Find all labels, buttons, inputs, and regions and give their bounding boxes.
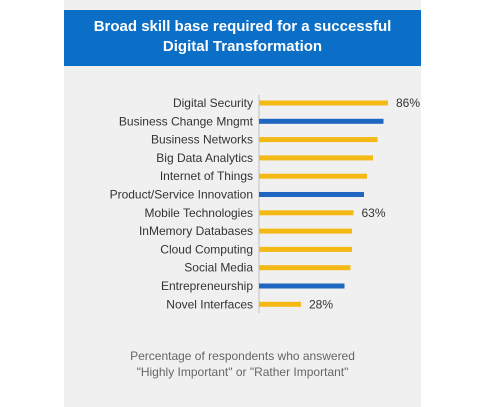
category-label: Business Change Mngmt [119, 114, 254, 128]
footnote: Percentage of respondents who answered "… [64, 348, 421, 380]
data-label: 63% [362, 206, 386, 220]
bar [259, 118, 384, 124]
category-label: Mobile Technologies [144, 206, 253, 220]
category-label: InMemory Databases [139, 224, 253, 238]
chart-title-banner: Broad skill base required for a successf… [64, 10, 421, 66]
category-label: Cloud Computing [160, 242, 253, 256]
category-label: Internet of Things [160, 169, 253, 183]
category-label: Product/Service Innovation [110, 188, 253, 202]
category-label: Social Media [184, 261, 253, 275]
category-label: Novel Interfaces [166, 297, 253, 311]
bar [259, 246, 352, 252]
bar [259, 155, 373, 161]
chart-title-line-1: Broad skill base required for a successf… [93, 18, 392, 35]
bar [259, 192, 364, 197]
bar [259, 265, 351, 271]
bar [259, 173, 367, 179]
data-label: 28% [309, 297, 333, 311]
category-label: Big Data Analytics [156, 151, 253, 165]
data-label: 86% [396, 96, 420, 110]
chart-title-line-2: Digital Transformation [162, 38, 323, 55]
chart-panel [64, 0, 421, 407]
bars-layer: Digital Security 86% Business Change Mngmt… [110, 96, 421, 311]
bar [259, 210, 354, 216]
category-label: Entrepreneurship [161, 279, 253, 293]
bar [259, 301, 301, 307]
footnote-line-2: "Highly Important" or "Rather Important" [136, 365, 349, 379]
bar [259, 100, 388, 106]
bar [259, 137, 378, 143]
bar [259, 228, 352, 234]
footnote-line-1: Percentage of respondents who answered [130, 349, 355, 363]
bar [259, 283, 345, 289]
category-label: Business Networks [151, 133, 253, 147]
category-label: Digital Security [173, 96, 253, 110]
